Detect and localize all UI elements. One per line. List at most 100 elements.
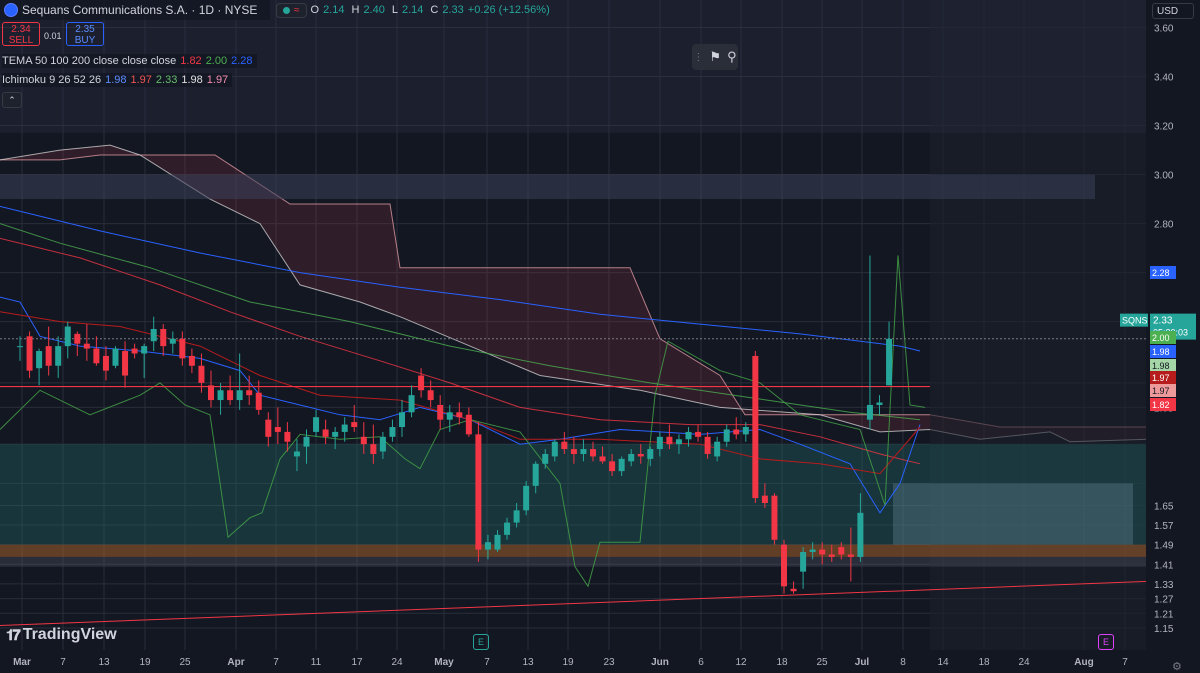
sell-button[interactable]: 2.34 SELL: [2, 22, 40, 46]
buy-button[interactable]: 2.35 BUY: [66, 22, 104, 46]
time-tick-label: 7: [484, 657, 490, 668]
symbol-title[interactable]: Sequans Communications S.A. · 1D · NYSE: [22, 3, 258, 17]
candle-body: [847, 554, 854, 557]
candle-body: [542, 453, 549, 464]
price-tick-label: 3.00: [1154, 171, 1174, 182]
candle-body: [723, 429, 730, 442]
candle-body: [704, 436, 711, 454]
floating-toolbar[interactable]: ⋮ ⚑ ⚲: [692, 44, 738, 70]
price-tick-label: 1.27: [1154, 595, 1174, 606]
candle-body: [322, 429, 329, 437]
time-tick-label: 19: [562, 657, 574, 668]
axis-settings-icon[interactable]: ⚙: [1172, 661, 1182, 673]
candle-body: [790, 588, 797, 592]
ichimoku-legend[interactable]: Ichimoku 9 26 52 26 1.98 1.97 2.33 1.98 …: [2, 73, 233, 87]
price-tick-label: 1.65: [1154, 501, 1174, 512]
candle-body: [293, 451, 300, 457]
close-label: C: [430, 4, 439, 16]
price-badge-bg: [1150, 384, 1176, 397]
candle-body: [637, 453, 644, 457]
time-axis-bg: [0, 650, 1200, 672]
price-badge: 1.82: [1152, 400, 1170, 410]
time-tick-label: May: [434, 657, 454, 668]
candle-body: [590, 449, 596, 457]
currency-selector[interactable]: USD: [1152, 3, 1194, 19]
candle-body: [227, 390, 234, 401]
candle-body: [628, 453, 635, 462]
candle-body: [618, 458, 625, 472]
candle-body: [45, 346, 52, 366]
candle-body: [714, 441, 721, 457]
price-tick-label: 1.49: [1154, 541, 1174, 552]
candle-body: [255, 392, 262, 410]
brand-logo[interactable]: 𝟏𝟕 TradingView: [6, 626, 117, 644]
open-label: O: [310, 4, 320, 16]
candle-body: [370, 444, 377, 454]
time-tick-label: Jul: [855, 657, 870, 668]
candle-body: [112, 348, 119, 366]
price-tick-label: 3.60: [1154, 24, 1174, 35]
status-pill[interactable]: ≈: [276, 2, 307, 18]
drag-handle-icon[interactable]: ⋮: [693, 51, 704, 63]
candle-body: [695, 431, 702, 437]
earnings-marker-upcoming[interactable]: E: [1098, 634, 1114, 650]
low-label: L: [391, 4, 398, 16]
symbol-logo-icon: [4, 3, 18, 17]
trend-line: [0, 580, 1147, 627]
tema-label: TEMA 50 100 200 close close close: [2, 55, 177, 67]
candle-body: [857, 512, 864, 557]
candle-body: [666, 436, 673, 445]
candle-body: [656, 436, 663, 450]
price-tick-label: 3.20: [1154, 122, 1174, 133]
candle-body: [93, 348, 100, 364]
price-axis: 3.603.403.203.002.802.602.152.051.651.57…: [1120, 0, 1200, 650]
time-tick-label: Mar: [13, 657, 31, 668]
candle-body: [484, 542, 491, 550]
time-tick-label: 13: [522, 657, 534, 668]
candle-body: [198, 365, 205, 383]
time-tick-label: 24: [391, 657, 403, 668]
tema-value-50: 1.82: [180, 55, 202, 67]
candle-body: [599, 456, 606, 462]
candle-body: [55, 346, 62, 366]
candle-body: [122, 351, 129, 376]
pin-icon[interactable]: ⚲: [727, 49, 737, 64]
price-badge: 2.28: [1152, 268, 1170, 278]
candle-body: [838, 547, 845, 555]
flag-icon[interactable]: ⚑: [709, 49, 722, 64]
candle-body: [284, 431, 291, 442]
time-tick-label: Apr: [227, 657, 244, 668]
candle-body: [36, 351, 43, 369]
candle-body: [809, 549, 816, 553]
tema-value-100: 2.00: [205, 55, 228, 67]
candle-body: [102, 355, 109, 371]
candle-body: [64, 326, 71, 347]
candle-body: [313, 417, 320, 432]
price-badge: 1.98: [1152, 361, 1170, 371]
open-value: 2.14: [323, 4, 345, 16]
brand-name: TradingView: [22, 626, 117, 643]
time-tick-label: 18: [776, 657, 788, 668]
candle-body: [609, 461, 616, 472]
time-tick-label: 6: [698, 657, 704, 668]
time-tick-label: Jun: [651, 657, 669, 668]
future-shade: [930, 0, 1146, 650]
price-badge-bg: [1150, 345, 1176, 358]
price-badge-bg: [1150, 331, 1176, 344]
tema-50-line: [0, 237, 921, 465]
time-tick-label: 11: [311, 657, 322, 668]
tema-legend[interactable]: TEMA 50 100 200 close close close 1.82 2…: [2, 54, 257, 68]
candle-body: [465, 414, 472, 435]
teal-zone: [0, 444, 1146, 545]
earnings-marker[interactable]: E: [473, 634, 489, 650]
candle-body: [513, 510, 520, 523]
collapse-legend-icon[interactable]: ⌃: [2, 92, 22, 108]
candle-body: [437, 404, 444, 420]
projection-box: [893, 483, 1133, 545]
price-tick-label: 3.40: [1154, 73, 1174, 84]
price-badge-bg: [1150, 359, 1176, 372]
candle-body: [742, 427, 749, 435]
time-tick-label: 24: [1018, 657, 1030, 668]
time-tick-label: 7: [273, 657, 279, 668]
